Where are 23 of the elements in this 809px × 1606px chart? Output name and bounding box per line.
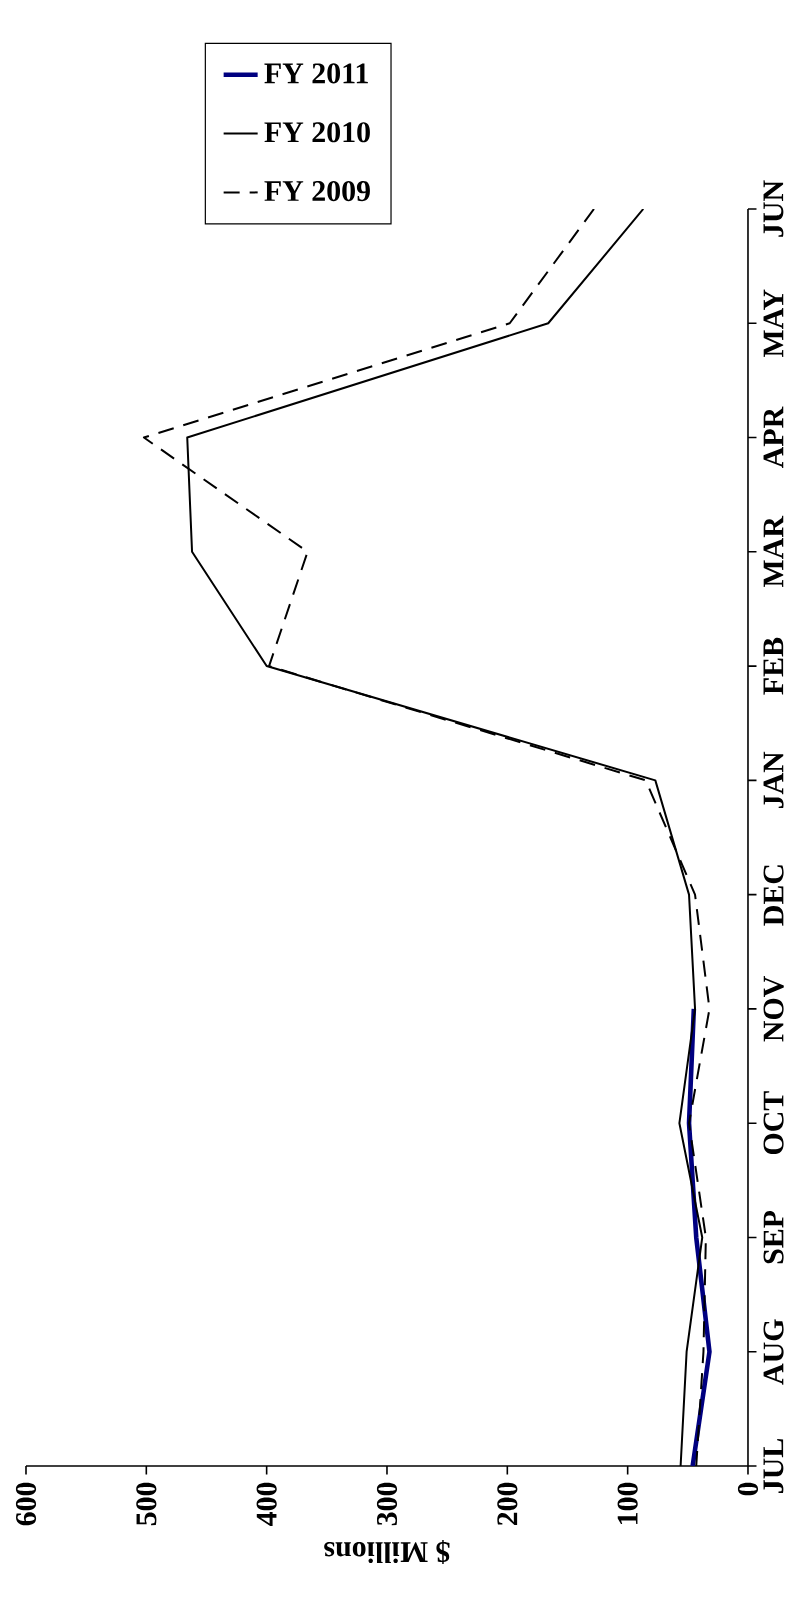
legend-label: FY 2009 [264, 180, 370, 202]
y-tick-label: AUG [763, 1319, 784, 1385]
y-tick-label: JAN [763, 751, 784, 809]
x-axis-title: $ Millions [324, 1540, 450, 1564]
y-tick-label: MAR [763, 515, 784, 587]
y-tick-label: MAY [763, 289, 784, 358]
x-tick-label: 200 [497, 1482, 518, 1526]
x-tick-label: 300 [376, 1482, 398, 1526]
y-tick-label: OCT [763, 1091, 784, 1155]
x-tick-label: 500 [136, 1482, 157, 1526]
y-tick-label: JUN [763, 180, 784, 237]
x-tick-label: 0 [737, 1482, 759, 1496]
legend-label: FY 2011 [264, 63, 368, 84]
y-tick-label: DEC [763, 865, 784, 926]
x-tick-label: 400 [256, 1482, 277, 1526]
y-tick-label: SEP [763, 1210, 784, 1264]
y-tick-label: APR [763, 406, 784, 468]
y-tick-label: JUL [763, 1439, 784, 1493]
x-tick-label: 600 [15, 1482, 37, 1526]
y-tick-label: FEB [763, 637, 784, 695]
y-tick-label: NOV [763, 976, 784, 1042]
x-tick-label: 100 [617, 1482, 638, 1524]
legend-label: FY 2010 [264, 122, 370, 143]
